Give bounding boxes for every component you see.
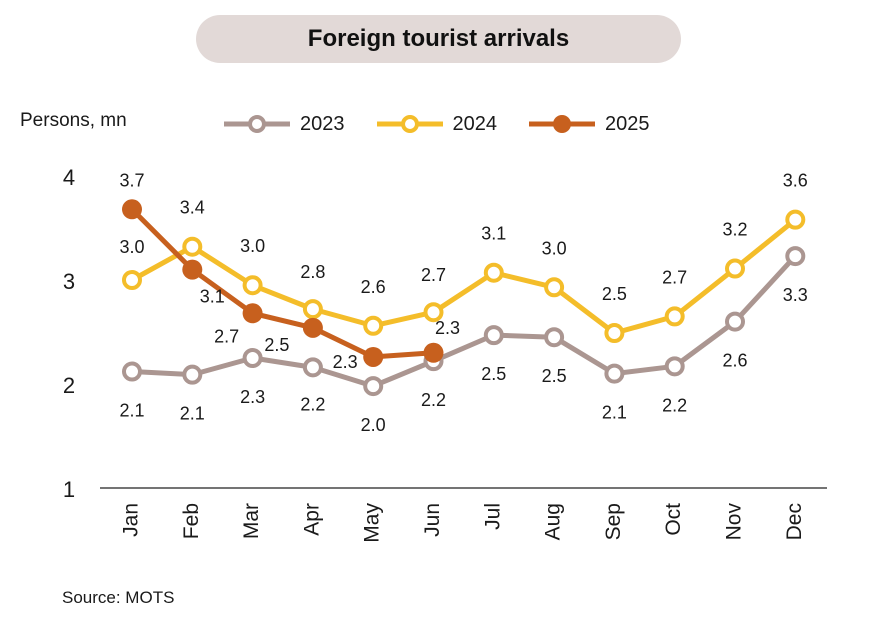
point-2024: [725, 258, 745, 279]
data-label-2025: 2.3: [333, 352, 358, 372]
series-line-2023: [129, 253, 798, 389]
x-tick-label: Apr: [300, 503, 323, 536]
point-2025: [423, 342, 444, 363]
data-label-2024: 2.8: [300, 262, 325, 282]
x-tick-label: May: [361, 503, 384, 543]
point-2023: [544, 327, 565, 348]
data-label-2023: 2.6: [722, 351, 747, 371]
series-line-2025: [129, 206, 436, 360]
legend-label-2025: 2025: [605, 112, 650, 135]
point-2024: [544, 277, 565, 298]
legend-swatch-2025: [529, 115, 595, 133]
data-label-2023: 2.1: [602, 403, 627, 423]
legend: 2023 2024 2025: [222, 112, 650, 136]
point-2023: [483, 325, 504, 346]
data-label-2023: 2.1: [119, 401, 144, 421]
point-2025: [302, 317, 323, 338]
point-2024: [785, 209, 806, 230]
x-tick-label: Jan: [120, 503, 143, 537]
point-2023: [182, 364, 203, 385]
point-2025: [363, 346, 384, 367]
legend-label-2023: 2023: [300, 112, 345, 135]
data-label-2024: 3.0: [240, 236, 265, 256]
point-2023: [242, 348, 263, 368]
data-label-2023: 2.2: [662, 395, 687, 415]
point-2024: [242, 275, 263, 296]
legend-label-2024: 2024: [452, 112, 498, 135]
legend-swatch-2023: [224, 115, 290, 133]
data-label-2023: 2.5: [542, 366, 567, 386]
x-tick-label: Dec: [783, 503, 806, 540]
data-label-2025: 3.1: [200, 287, 225, 307]
x-tick-label: Aug: [542, 503, 565, 540]
point-2024: [483, 262, 504, 283]
data-label-2024: 3.4: [180, 198, 205, 218]
y-tick-label: 4: [63, 165, 75, 190]
y-tick-label: 2: [63, 373, 75, 398]
point-2024: [363, 315, 384, 336]
point-2025: [122, 199, 142, 220]
data-label-2023: 2.2: [421, 390, 446, 410]
x-tick-label: Feb: [180, 503, 203, 539]
data-label-2023: 2.2: [300, 394, 325, 414]
x-tick-label: Jul: [481, 503, 504, 530]
data-label-2025: 2.3: [435, 318, 460, 338]
data-label-2024: 3.1: [481, 224, 506, 244]
x-tick-label: Oct: [662, 503, 685, 536]
data-label-2025: 3.7: [119, 170, 144, 190]
point-2023: [604, 363, 625, 384]
data-label-2024: 2.7: [662, 267, 687, 287]
chart-title: Foreign tourist arrivals: [196, 15, 681, 63]
x-tick-label: Nov: [723, 503, 746, 541]
data-label-2024: 3.0: [119, 237, 144, 257]
point-2024: [302, 299, 323, 320]
data-label-2023: 2.5: [481, 364, 506, 384]
source-note: Source: MOTS: [62, 588, 175, 607]
data-label-2024: 3.6: [783, 171, 808, 191]
data-label-2024: 2.6: [361, 277, 386, 297]
point-2024: [604, 323, 625, 344]
data-label-2024: 2.5: [602, 284, 627, 304]
chart-title-text: Foreign tourist arrivals: [307, 25, 570, 52]
data-label-2023: 2.1: [180, 404, 205, 424]
legend-item-2025: 2025: [527, 112, 650, 136]
data-label-2025: 2.5: [264, 335, 289, 355]
y-tick-label: 3: [63, 269, 75, 294]
point-2023: [725, 311, 745, 332]
point-2025: [242, 303, 263, 324]
data-label-2024: 3.2: [722, 220, 747, 240]
x-tick-label: Jun: [421, 503, 444, 537]
point-2024: [423, 302, 444, 323]
x-tick-label: Sep: [602, 503, 625, 540]
data-label-2024: 2.7: [421, 265, 446, 285]
y-axis-label: Persons, mn: [20, 110, 127, 131]
point-2024: [122, 270, 142, 290]
legend-item-2023: 2023: [222, 112, 345, 136]
y-tick-label: 1: [63, 477, 75, 502]
point-2025: [182, 259, 203, 280]
x-tick-label: Mar: [240, 503, 263, 539]
legend-swatch-2024: [376, 115, 443, 133]
point-2023: [302, 357, 323, 378]
point-2024: [664, 306, 685, 327]
point-2023: [664, 356, 685, 377]
point-2023: [122, 361, 142, 382]
data-label-2023: 2.0: [361, 415, 386, 435]
point-2024: [182, 236, 203, 257]
point-2023: [785, 246, 806, 267]
point-2023: [363, 376, 384, 397]
data-label-2024: 3.0: [542, 238, 567, 258]
series-line-2024: [129, 217, 798, 336]
data-label-2023: 2.3: [240, 387, 265, 407]
legend-item-2024: 2024: [375, 112, 498, 136]
data-label-2025: 2.7: [214, 326, 239, 346]
data-label-2023: 3.3: [783, 285, 808, 305]
